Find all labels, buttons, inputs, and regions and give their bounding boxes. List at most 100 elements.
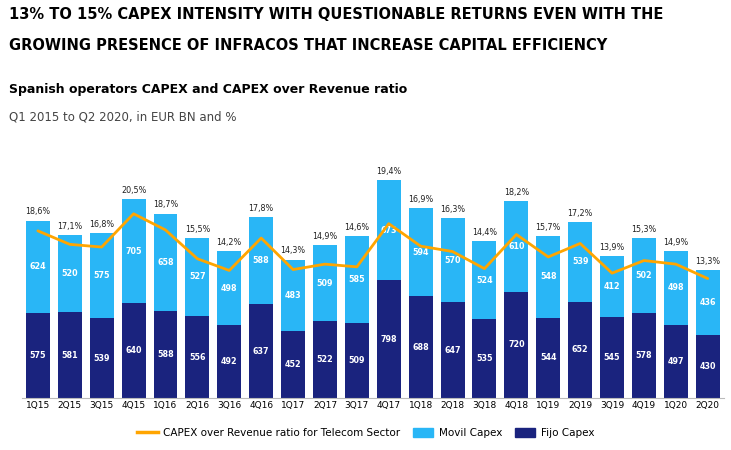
Text: 535: 535 xyxy=(476,354,493,363)
Bar xyxy=(664,251,688,324)
Text: 585: 585 xyxy=(349,275,366,284)
Text: 570: 570 xyxy=(444,256,461,265)
Text: 637: 637 xyxy=(253,346,270,356)
Text: 575: 575 xyxy=(30,351,46,360)
Text: 18,2%: 18,2% xyxy=(504,188,529,197)
Text: 17,8%: 17,8% xyxy=(249,203,274,212)
Bar xyxy=(600,256,624,317)
Text: 624: 624 xyxy=(29,262,46,271)
Bar xyxy=(121,199,145,303)
Text: 610: 610 xyxy=(508,242,525,251)
Text: 502: 502 xyxy=(636,271,652,280)
Bar xyxy=(186,238,209,316)
Text: 14,3%: 14,3% xyxy=(281,247,306,256)
Bar xyxy=(345,236,369,323)
Text: 13% TO 15% CAPEX INTENSITY WITH QUESTIONABLE RETURNS EVEN WITH THE: 13% TO 15% CAPEX INTENSITY WITH QUESTION… xyxy=(9,7,663,22)
Bar xyxy=(121,303,145,398)
Text: 18,7%: 18,7% xyxy=(153,200,178,209)
Text: 452: 452 xyxy=(285,360,301,369)
Bar xyxy=(376,180,401,280)
Text: 17,1%: 17,1% xyxy=(57,222,83,231)
Text: 498: 498 xyxy=(667,283,684,292)
Text: 544: 544 xyxy=(540,353,556,362)
Bar xyxy=(58,235,82,312)
Text: 16,9%: 16,9% xyxy=(408,195,433,204)
Text: 539: 539 xyxy=(94,354,110,363)
Text: 19,4%: 19,4% xyxy=(376,167,401,176)
Bar xyxy=(154,311,178,398)
Text: 14,9%: 14,9% xyxy=(312,232,338,241)
Bar xyxy=(281,260,305,331)
Bar xyxy=(313,245,337,321)
Legend: CAPEX over Revenue ratio for Telecom Sector, Movil Capex, Fijo Capex: CAPEX over Revenue ratio for Telecom Sec… xyxy=(133,424,598,442)
Bar xyxy=(537,318,560,398)
Text: 705: 705 xyxy=(125,247,142,256)
Text: 588: 588 xyxy=(157,350,174,359)
Bar xyxy=(664,324,688,398)
Text: 14,6%: 14,6% xyxy=(344,223,369,232)
Text: 16,3%: 16,3% xyxy=(440,205,465,214)
Bar xyxy=(568,222,592,302)
Text: 578: 578 xyxy=(636,351,652,360)
Text: 18,6%: 18,6% xyxy=(26,207,50,216)
Text: 548: 548 xyxy=(540,273,556,282)
Text: 527: 527 xyxy=(189,272,205,281)
Bar xyxy=(217,252,241,325)
Bar xyxy=(568,302,592,398)
Text: 673: 673 xyxy=(381,225,397,234)
Bar xyxy=(26,220,50,313)
Bar xyxy=(249,304,273,398)
Bar xyxy=(90,318,113,398)
Bar xyxy=(632,313,656,398)
Text: 581: 581 xyxy=(61,351,78,360)
Text: 594: 594 xyxy=(412,248,429,257)
Text: 497: 497 xyxy=(667,357,684,366)
Bar xyxy=(58,312,82,398)
Text: 798: 798 xyxy=(380,335,397,344)
Text: 647: 647 xyxy=(444,346,461,355)
Text: 509: 509 xyxy=(349,356,365,365)
Text: Q1 2015 to Q2 2020, in EUR BN and %: Q1 2015 to Q2 2020, in EUR BN and % xyxy=(9,110,236,123)
Text: 15,7%: 15,7% xyxy=(536,223,561,232)
Bar xyxy=(409,208,433,296)
Bar xyxy=(313,321,337,398)
Text: 436: 436 xyxy=(700,298,716,307)
Bar xyxy=(504,292,529,398)
Text: 545: 545 xyxy=(604,353,621,362)
Text: 588: 588 xyxy=(253,256,270,265)
Text: 17,2%: 17,2% xyxy=(567,208,593,217)
Text: 14,9%: 14,9% xyxy=(663,238,689,247)
Bar xyxy=(249,216,273,304)
Text: 14,4%: 14,4% xyxy=(472,228,497,237)
Text: 15,3%: 15,3% xyxy=(632,225,656,234)
Text: 539: 539 xyxy=(572,257,588,266)
Bar xyxy=(345,323,369,398)
Bar xyxy=(154,214,178,311)
Text: 509: 509 xyxy=(317,279,333,288)
Text: 430: 430 xyxy=(700,362,716,371)
Text: 492: 492 xyxy=(221,357,238,366)
Text: 688: 688 xyxy=(412,343,429,352)
Bar xyxy=(441,218,464,302)
Bar xyxy=(632,238,656,313)
Bar xyxy=(600,317,624,398)
Bar xyxy=(217,325,241,398)
Text: 658: 658 xyxy=(157,258,174,267)
Text: GROWING PRESENCE OF INFRACOS THAT INCREASE CAPITAL EFFICIENCY: GROWING PRESENCE OF INFRACOS THAT INCREA… xyxy=(9,38,607,53)
Bar xyxy=(281,331,305,398)
Text: 14,2%: 14,2% xyxy=(216,238,242,248)
Text: 652: 652 xyxy=(572,346,588,355)
Text: 483: 483 xyxy=(285,291,301,300)
Text: 522: 522 xyxy=(317,355,333,364)
Bar xyxy=(696,270,720,334)
Bar xyxy=(696,334,720,398)
Bar xyxy=(472,319,496,398)
Bar xyxy=(90,233,113,318)
Text: 13,9%: 13,9% xyxy=(599,243,625,252)
Text: 412: 412 xyxy=(604,283,621,292)
Bar xyxy=(186,316,209,398)
Text: Spanish operators CAPEX and CAPEX over Revenue ratio: Spanish operators CAPEX and CAPEX over R… xyxy=(9,83,407,96)
Bar xyxy=(472,241,496,319)
Bar xyxy=(376,280,401,398)
Text: 15,5%: 15,5% xyxy=(185,225,210,234)
